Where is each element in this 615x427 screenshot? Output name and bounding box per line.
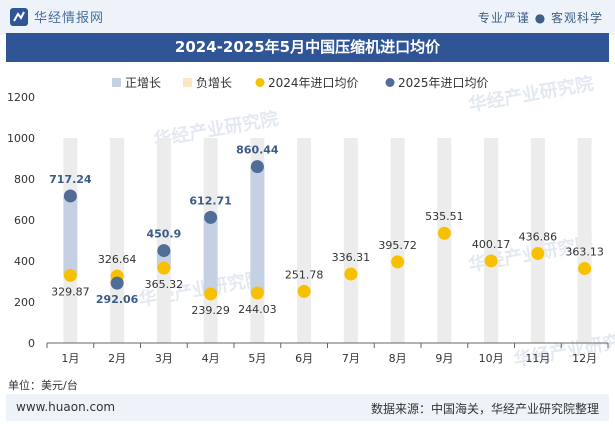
column-band (343, 138, 358, 343)
data-label-2025: 450.9 (146, 228, 181, 241)
data-label-2024: 365.32 (145, 278, 184, 291)
x-tick-label: 12月 (572, 352, 597, 365)
data-label-2024: 244.03 (238, 303, 277, 316)
y-tick-label: 1000 (7, 132, 35, 145)
legend-negative-label: 负增长 (196, 76, 232, 90)
y-tick-label: 600 (14, 214, 35, 227)
x-tick-label: 10月 (479, 352, 504, 365)
column-band (577, 138, 592, 343)
x-tick-label: 7月 (342, 352, 360, 365)
unit-label: 单位：美元/台 (8, 379, 78, 392)
data-source: 数据来源：中国海关，华经产业研究院整理 (370, 402, 599, 416)
point-2025 (204, 210, 218, 224)
x-tick-label: 8月 (389, 352, 407, 365)
column-band (530, 138, 545, 343)
point-2024 (578, 262, 592, 276)
data-label-2025: 860.44 (236, 144, 279, 157)
data-label-2024: 329.87 (51, 285, 90, 298)
column-band (297, 138, 312, 343)
point-2024 (391, 255, 405, 269)
legend-negative-swatch (183, 78, 192, 87)
x-tick-label: 9月 (435, 352, 453, 365)
legend-2024-swatch (255, 78, 265, 87)
data-label-2024: 400.17 (472, 238, 511, 251)
point-2025 (63, 189, 77, 203)
brand: 华经情报网 (10, 7, 104, 26)
point-2024 (297, 284, 311, 298)
data-label-2025: 612.71 (189, 194, 231, 207)
legend-2024-label: 2024年进口均价 (268, 76, 359, 90)
point-2024 (250, 286, 264, 300)
website-link[interactable]: www.huaon.com (16, 400, 116, 414)
brand-name: 华经情报网 (34, 11, 105, 26)
data-label-2025: 292.06 (96, 293, 139, 306)
data-label-2025: 717.24 (49, 173, 92, 186)
y-tick-label: 800 (14, 173, 35, 186)
point-2024 (204, 287, 218, 301)
point-2025 (110, 276, 124, 290)
column-band (156, 138, 171, 343)
top-bar: 华经情报网 专业严谨 ● 客观科学 (0, 0, 615, 35)
slogan: 专业严谨 ● 客观科学 (477, 11, 603, 25)
legend-positive-label: 正增长 (125, 76, 161, 90)
x-tick-label: 6月 (295, 352, 313, 365)
chart: 华经产业研究院华经产业研究院华经产业研究院华经产业研究院华经产业研究院02004… (7, 72, 615, 371)
data-label-2024: 436.86 (519, 230, 558, 243)
point-2024 (531, 246, 545, 260)
column-band (110, 138, 125, 343)
x-tick-label: 5月 (248, 352, 266, 365)
column-band (484, 138, 499, 343)
x-tick-label: 3月 (155, 352, 173, 365)
legend-2025-label: 2025年进口均价 (398, 76, 489, 90)
legend-positive-swatch (112, 78, 121, 87)
point-2025 (250, 160, 264, 174)
y-tick-label: 1200 (7, 91, 35, 104)
data-label-2024: 239.29 (191, 304, 230, 317)
data-label-2024: 336.31 (332, 251, 371, 264)
point-2024 (63, 268, 77, 282)
x-tick-label: 1月 (61, 352, 79, 365)
chart-title: 2024-2025年5月中国压缩机进口均价 (6, 33, 609, 62)
point-2024 (344, 267, 358, 281)
data-label-2024: 363.13 (565, 246, 604, 259)
data-label-2024: 395.72 (378, 239, 417, 252)
brand-logo-icon (10, 7, 28, 26)
x-tick-label: 2月 (108, 352, 126, 365)
y-tick-label: 200 (14, 296, 35, 309)
y-tick-label: 0 (28, 337, 35, 350)
point-2024 (437, 226, 451, 240)
data-label-2024: 535.51 (425, 210, 464, 223)
point-2024 (157, 261, 171, 275)
y-tick-label: 400 (14, 255, 35, 268)
data-label-2024: 251.78 (285, 268, 324, 281)
legend-2025-swatch (385, 78, 395, 87)
positive-growth-bar (63, 195, 78, 276)
footer: www.huaon.com 数据来源：中国海关，华经产业研究院整理 (6, 394, 609, 421)
data-label-2024: 326.64 (98, 253, 137, 266)
point-2024 (484, 254, 498, 268)
x-tick-label: 11月 (525, 352, 550, 365)
column-band (390, 138, 405, 343)
x-tick-label: 4月 (202, 352, 220, 365)
column-band (437, 138, 452, 343)
positive-growth-bar (250, 166, 265, 293)
point-2025 (157, 244, 171, 258)
positive-growth-bar (203, 217, 218, 294)
